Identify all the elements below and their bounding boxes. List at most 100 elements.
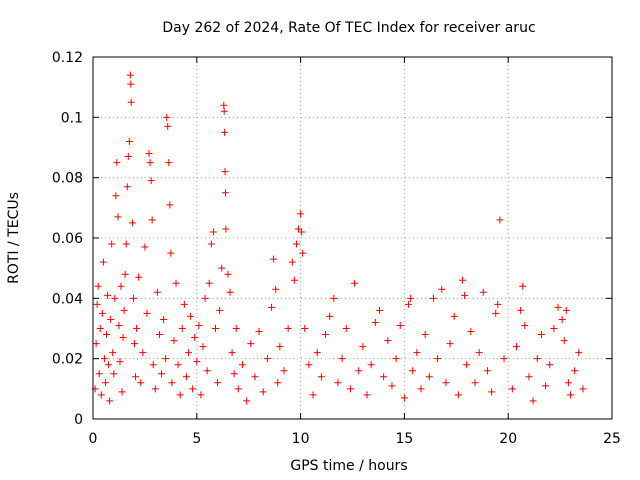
data-point	[127, 98, 135, 106]
data-point	[155, 331, 163, 339]
data-point	[95, 370, 103, 378]
data-point	[434, 355, 442, 363]
data-point	[496, 216, 504, 224]
data-point	[367, 361, 375, 369]
data-point	[164, 122, 172, 130]
data-point	[201, 294, 209, 302]
data-point	[492, 309, 500, 317]
data-point	[483, 367, 491, 375]
data-point	[98, 309, 106, 317]
data-point	[274, 379, 282, 387]
data-point	[351, 279, 359, 287]
data-point	[187, 312, 195, 320]
data-point	[122, 240, 130, 248]
data-point	[508, 385, 516, 393]
data-point	[513, 343, 521, 351]
data-point	[118, 388, 126, 396]
data-point	[571, 367, 579, 375]
data-point	[127, 80, 135, 88]
data-point	[537, 331, 545, 339]
data-point	[566, 391, 574, 399]
data-point	[178, 325, 186, 332]
data-point	[214, 379, 222, 387]
data-point	[280, 367, 288, 375]
y-tick-label: 0.12	[52, 50, 83, 66]
data-point	[109, 349, 117, 357]
data-point	[165, 159, 173, 167]
data-point	[145, 150, 153, 158]
data-point	[141, 243, 149, 251]
data-point	[284, 325, 292, 332]
data-point	[131, 340, 139, 348]
data-point	[517, 306, 525, 314]
data-point	[247, 340, 255, 348]
data-point	[117, 282, 125, 290]
plot-border	[92, 56, 613, 420]
data-point	[168, 379, 176, 387]
data-point	[405, 300, 413, 308]
data-point	[224, 270, 232, 278]
data-point	[220, 107, 228, 115]
data-point	[133, 325, 141, 332]
data-point	[158, 370, 166, 378]
grid-layer	[93, 57, 612, 419]
data-point	[93, 300, 101, 308]
data-point	[96, 325, 104, 332]
data-point	[99, 258, 107, 266]
data-point	[438, 285, 446, 293]
data-point	[166, 201, 174, 209]
data-point	[243, 397, 251, 405]
data-point	[221, 128, 229, 136]
data-point	[259, 388, 267, 396]
data-point	[355, 367, 363, 375]
data-point	[108, 240, 116, 248]
data-point	[146, 159, 154, 167]
data-point	[105, 361, 113, 369]
data-point	[174, 361, 182, 369]
data-point	[326, 312, 334, 320]
data-point	[184, 349, 192, 357]
data-point	[533, 355, 541, 363]
data-point	[363, 391, 371, 399]
data-point	[104, 291, 112, 299]
data-point	[197, 391, 205, 399]
data-point	[454, 391, 462, 399]
data-point	[475, 349, 483, 357]
data-point	[125, 137, 133, 145]
data-point	[191, 334, 199, 342]
data-point	[276, 343, 284, 351]
y-tick-label: 0.02	[52, 352, 83, 368]
data-point	[226, 288, 234, 296]
data-point	[221, 168, 229, 176]
data-point	[124, 153, 132, 161]
data-point	[126, 71, 134, 79]
data-point	[554, 303, 562, 311]
data-point	[94, 282, 102, 290]
data-point	[562, 306, 570, 314]
data-point	[132, 373, 140, 381]
data-point	[228, 349, 236, 357]
data-point	[220, 101, 228, 109]
data-point	[467, 328, 475, 336]
data-point	[450, 312, 458, 320]
data-point	[115, 321, 123, 329]
data-point	[209, 228, 217, 236]
data-point	[494, 300, 502, 308]
data-point	[525, 373, 533, 381]
data-point	[232, 325, 240, 332]
data-point	[162, 355, 170, 363]
data-point	[392, 355, 400, 363]
data-point	[297, 210, 305, 218]
data-point	[295, 225, 303, 233]
data-point	[301, 325, 309, 332]
data-point	[207, 240, 215, 248]
data-point	[221, 189, 229, 197]
data-point	[251, 373, 259, 381]
y-axis-tick-labels: 0 0.02 0.04 0.06 0.08 0.1 0.12	[52, 50, 83, 428]
y-tick-label: 0.08	[52, 171, 83, 187]
data-point	[180, 300, 188, 308]
data-point	[218, 264, 226, 272]
data-point	[137, 379, 145, 387]
data-point	[396, 321, 404, 329]
